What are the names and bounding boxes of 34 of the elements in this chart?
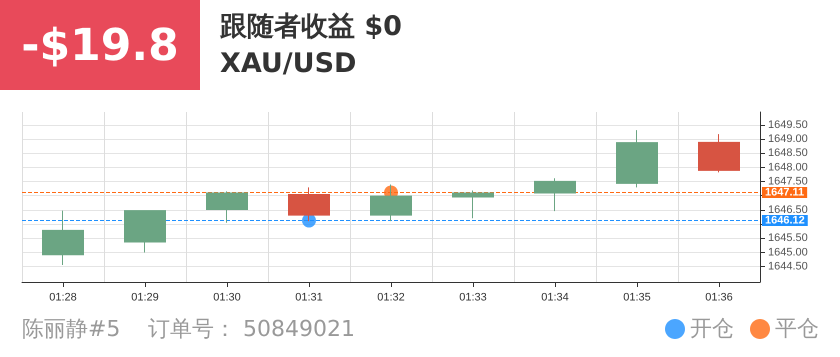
candlestick (698, 134, 740, 173)
x-tick-label: 01:31 (295, 292, 323, 304)
chart-title: 跟随者收益 $0 (220, 10, 402, 44)
x-tick-label: 01:30 (213, 292, 241, 304)
legend-label: 开仓 (690, 316, 734, 342)
y-tick-label: 1645.50 (768, 232, 808, 244)
candlestick (124, 210, 166, 254)
y-tick-label: 1649.00 (768, 132, 808, 145)
x-tick-label: 01:36 (705, 292, 733, 304)
text: 订单号： 50849021 (148, 316, 355, 344)
x-tick-label: 01:35 (623, 292, 651, 304)
candlestick (452, 190, 494, 219)
y-tick-label: 1646.50 (768, 204, 808, 216)
candlestick (616, 130, 658, 188)
candlestick (534, 178, 576, 212)
x-tick-label: 01:33 (459, 292, 487, 304)
y-tick-label: 1649.50 (768, 118, 808, 131)
candlestick (206, 190, 248, 224)
x-tick-label: 01:34 (541, 292, 569, 304)
text: 陈丽静#5 (22, 316, 120, 344)
legend-label: 平仓 (775, 316, 819, 342)
y-tick-label: 1647.50 (768, 175, 808, 188)
y-tick-label: 1648.50 (768, 147, 808, 160)
y-tick-label: 1648.00 (768, 161, 808, 174)
candlestick (42, 210, 84, 266)
y-tick-label: 1644.50 (768, 260, 808, 272)
chart-subtitle: XAU/USD (220, 48, 356, 79)
ref-line-label: 1646.12 (765, 214, 805, 227)
ref-line-label: 1647.11 (765, 186, 804, 198)
x-tick-label: 01:32 (377, 292, 405, 304)
x-tick-label: 01:28 (49, 292, 77, 304)
x-tick-label: 01:29 (131, 292, 159, 304)
text: -$19.8 (0, 0, 200, 90)
y-tick-label: 1645.00 (768, 246, 808, 258)
